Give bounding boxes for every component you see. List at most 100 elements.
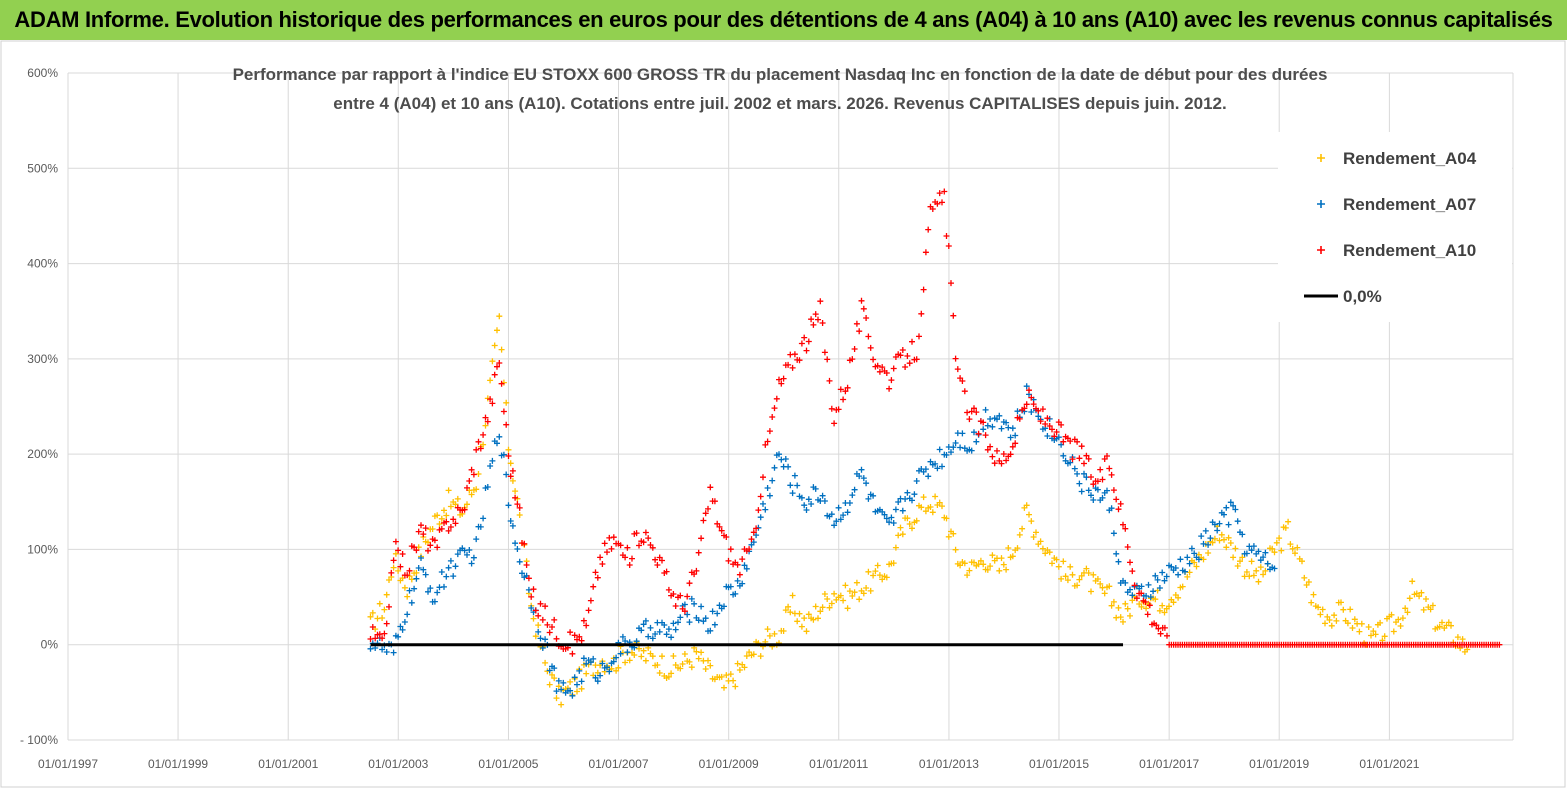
data-point bbox=[434, 512, 441, 519]
data-point bbox=[808, 316, 815, 323]
data-point bbox=[858, 297, 865, 304]
data-point bbox=[1085, 487, 1092, 494]
data-point bbox=[1205, 541, 1212, 548]
data-point bbox=[732, 590, 739, 597]
data-point bbox=[617, 650, 624, 657]
data-point bbox=[805, 611, 812, 618]
data-point bbox=[899, 507, 906, 514]
data-point bbox=[1023, 502, 1030, 509]
data-point bbox=[844, 509, 851, 516]
data-point bbox=[1035, 413, 1042, 420]
data-point bbox=[853, 579, 860, 586]
data-point bbox=[663, 631, 670, 638]
data-point bbox=[494, 327, 500, 334]
data-point bbox=[1243, 569, 1250, 575]
data-point bbox=[1127, 559, 1133, 566]
data-point bbox=[791, 351, 798, 358]
data-point bbox=[1271, 565, 1278, 572]
data-point bbox=[498, 380, 505, 387]
data-point bbox=[1257, 557, 1264, 564]
data-point bbox=[996, 412, 1003, 419]
data-point bbox=[1250, 572, 1257, 579]
x-tick-label: 01/01/2021 bbox=[1359, 757, 1419, 771]
data-point bbox=[865, 333, 872, 340]
data-point bbox=[957, 562, 964, 569]
data-point bbox=[1388, 611, 1395, 618]
data-point bbox=[1076, 455, 1083, 462]
x-tick-label: 01/01/2009 bbox=[699, 757, 759, 771]
data-point bbox=[929, 206, 936, 212]
data-point bbox=[1221, 536, 1227, 543]
data-point bbox=[1188, 545, 1195, 552]
data-point bbox=[1301, 574, 1308, 581]
data-point bbox=[787, 482, 794, 489]
data-point bbox=[649, 635, 656, 642]
data-point bbox=[431, 537, 438, 544]
data-point bbox=[1099, 476, 1106, 483]
data-point bbox=[1064, 577, 1071, 584]
data-point bbox=[622, 659, 629, 666]
data-point bbox=[665, 586, 672, 593]
data-point bbox=[1239, 531, 1246, 538]
data-point bbox=[801, 615, 808, 622]
data-point bbox=[966, 416, 973, 423]
data-point bbox=[496, 360, 503, 366]
data-point bbox=[381, 606, 388, 613]
data-point bbox=[1216, 520, 1223, 527]
data-point bbox=[613, 654, 620, 661]
data-point bbox=[1076, 480, 1083, 487]
data-point bbox=[1146, 602, 1153, 609]
data-point bbox=[590, 655, 597, 662]
data-point bbox=[714, 610, 721, 617]
data-point bbox=[909, 497, 915, 504]
data-point bbox=[723, 672, 730, 679]
data-point bbox=[665, 626, 672, 633]
data-point bbox=[399, 551, 406, 557]
data-point bbox=[551, 675, 558, 682]
data-point bbox=[1035, 407, 1042, 414]
data-point bbox=[785, 603, 792, 610]
data-point bbox=[1282, 524, 1289, 531]
data-point bbox=[766, 492, 773, 499]
data-point bbox=[1058, 575, 1065, 582]
data-point bbox=[1271, 549, 1278, 556]
x-tick-label: 01/01/2013 bbox=[919, 757, 979, 771]
data-point bbox=[828, 511, 835, 518]
data-point bbox=[640, 647, 647, 654]
data-point bbox=[856, 596, 863, 603]
data-point bbox=[1110, 487, 1117, 494]
data-point bbox=[831, 590, 838, 597]
data-point bbox=[447, 503, 454, 510]
data-point bbox=[998, 425, 1005, 432]
data-point bbox=[1175, 594, 1182, 601]
data-point bbox=[636, 645, 642, 652]
data-point bbox=[1331, 612, 1338, 619]
data-point bbox=[870, 572, 877, 579]
series-3 bbox=[367, 188, 1503, 657]
data-point bbox=[932, 493, 939, 500]
data-point bbox=[819, 492, 826, 499]
data-point bbox=[656, 670, 663, 676]
data-point bbox=[764, 626, 771, 633]
data-point bbox=[1060, 558, 1067, 565]
data-point bbox=[1232, 506, 1239, 513]
data-point bbox=[519, 570, 525, 577]
data-point bbox=[1243, 550, 1250, 557]
data-point bbox=[1264, 560, 1271, 567]
data-point bbox=[803, 628, 810, 635]
data-point bbox=[1155, 625, 1162, 632]
data-point bbox=[672, 603, 679, 609]
chart-grid bbox=[67, 72, 1514, 741]
data-point bbox=[1269, 545, 1276, 552]
data-point bbox=[395, 633, 402, 640]
data-point bbox=[773, 395, 780, 402]
data-point bbox=[1315, 604, 1322, 611]
data-point bbox=[705, 505, 711, 512]
data-point bbox=[585, 607, 592, 614]
y-tick-label: 100% bbox=[27, 542, 58, 556]
data-point bbox=[1076, 576, 1083, 583]
data-point bbox=[977, 557, 984, 564]
data-point bbox=[739, 556, 746, 563]
data-point bbox=[431, 598, 438, 605]
data-point bbox=[1216, 537, 1223, 544]
